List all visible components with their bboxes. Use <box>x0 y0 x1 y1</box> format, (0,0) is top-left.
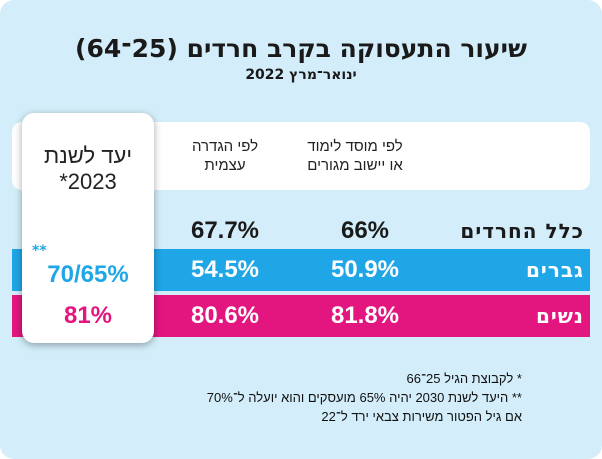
cell-women-target: 81% <box>63 302 113 329</box>
footnotes: * לקבוצת הגיל 25־66 ** היעד לשנת 2030 יה… <box>207 369 522 426</box>
cell-men-target: 70/65% <box>47 261 129 288</box>
column-header-line: או יישוב מגורים <box>307 157 403 174</box>
cell-men-self: 54.5% <box>190 256 260 283</box>
footnote: אם גיל הפטור משירות צבאי ירד ל־22 <box>321 409 522 424</box>
row-label-women: נשים <box>535 304 584 328</box>
column-header-line: עצמית <box>204 157 246 174</box>
cell-all-institution: 66% <box>340 217 390 244</box>
column-header-institution: לפי מוסד לימוד או יישוב מגורים <box>290 137 420 175</box>
target-footnote-mark: ** <box>32 243 47 259</box>
column-header-self-definition: לפי הגדרה עצמית <box>165 137 285 175</box>
row-label-all: כלל החרדים <box>460 219 584 243</box>
cell-women-self: 80.6% <box>190 302 260 329</box>
column-header-line: לפי מוסד לימוד <box>307 138 403 155</box>
column-header-line: לפי הגדרה <box>191 138 259 155</box>
chart-subtitle: ינואר־מרץ 2022 <box>245 67 357 83</box>
row-label-men: גברים <box>526 258 584 282</box>
target-header-line: יעד לשנת <box>43 143 133 168</box>
cell-women-institution: 81.8% <box>330 302 400 329</box>
chart-title: שיעור התעסוקה בקרב חרדים (25־64) <box>75 34 527 63</box>
target-card <box>22 113 154 343</box>
target-header-line: 2023* <box>59 169 117 194</box>
cell-men-institution: 50.9% <box>330 256 400 283</box>
footnote: ** היעד לשנת 2030 יהיה 65% מועסקים והוא … <box>206 390 522 405</box>
target-header: יעד לשנת 2023* <box>22 143 154 195</box>
footnote: * לקבוצת הגיל 25־66 <box>406 371 522 386</box>
cell-all-self: 67.7% <box>190 217 260 244</box>
